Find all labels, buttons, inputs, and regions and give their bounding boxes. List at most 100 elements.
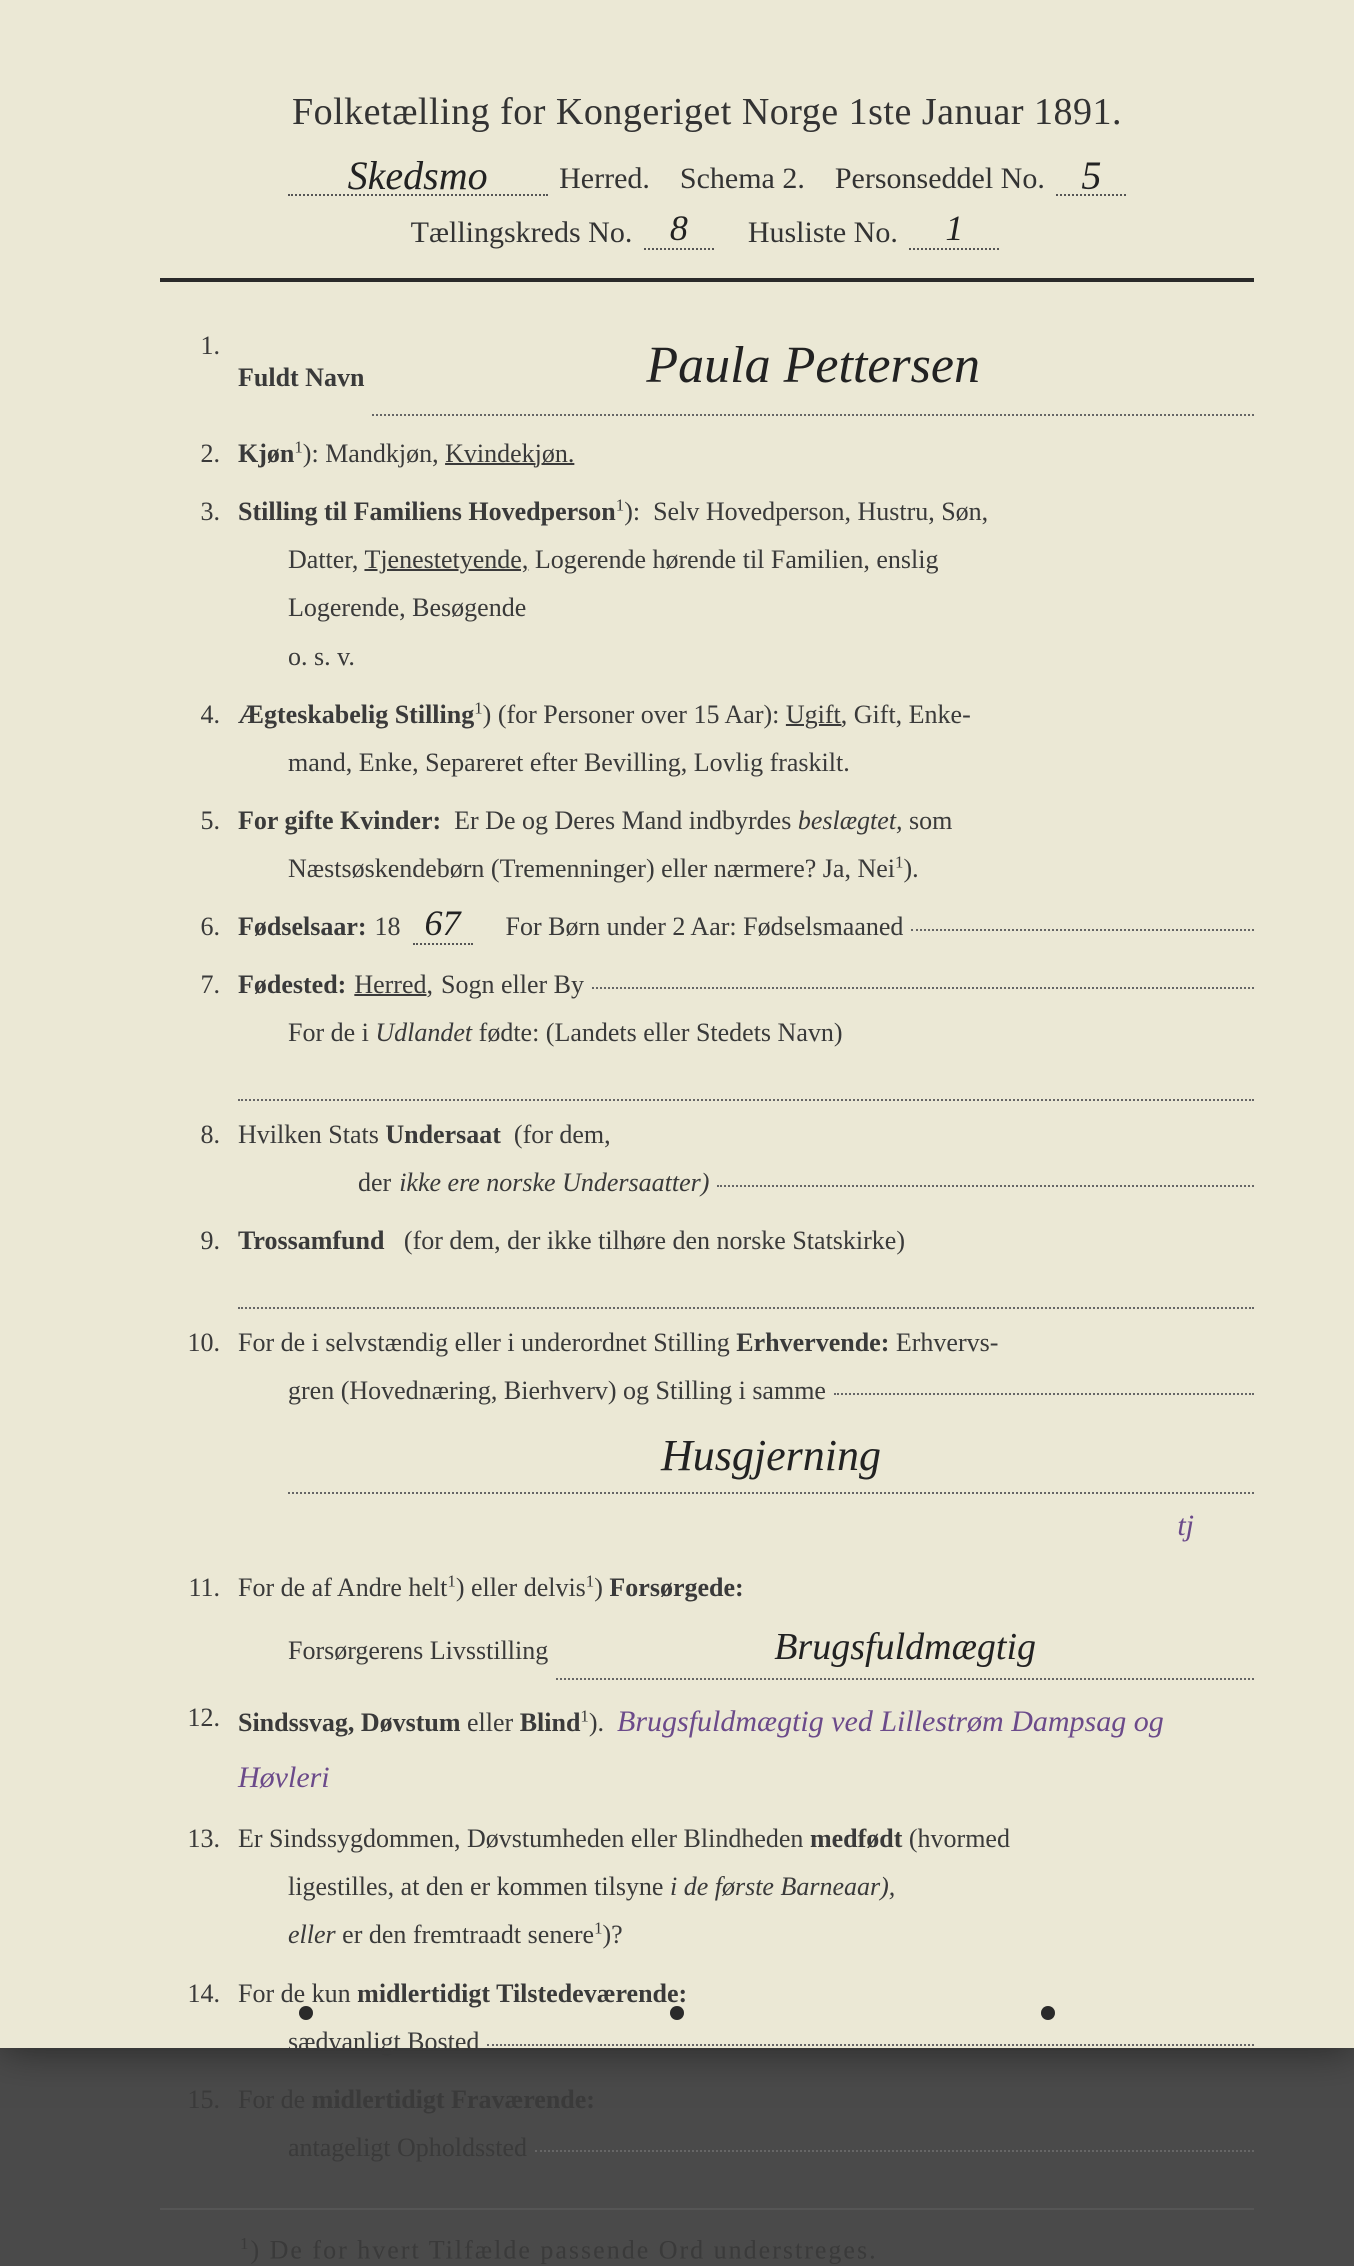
q5-end: ). [903, 854, 918, 883]
q12-label: Sindssvag, Døvstum [238, 1708, 461, 1737]
q6-year-prefix: 18 [375, 903, 401, 951]
q7-label: Fødested: [238, 961, 346, 1009]
question-12: 12. Sindssvag, Døvstum eller Blind1). Br… [160, 1694, 1254, 1805]
question-6: 6. Fødselsaar: 1867 For Børn under 2 Aar… [160, 903, 1254, 951]
q7-opt-underlined: Herred, [354, 961, 433, 1009]
q3-colon: ): [624, 497, 640, 526]
q8-italic: ikke ere norske Undersaatter) [399, 1159, 709, 1207]
q1-value: Paula Pettersen [646, 337, 980, 394]
q4-paren: ) (for Personer over 15 Aar): [483, 700, 780, 729]
footer-rule [160, 2208, 1254, 2210]
question-15: 15. For de midlertidigt Fraværende: anta… [160, 2076, 1254, 2172]
q3-label: Stilling til Familiens Hovedperson [238, 497, 616, 526]
q7-blank-line [238, 1057, 1254, 1101]
q15-text: For de [238, 2085, 305, 2114]
q7-num: 7. [160, 961, 238, 1101]
q3-line2a: Datter, [288, 545, 358, 574]
q2-label: Kjøn [238, 439, 294, 468]
question-7: 7. Fødested: Herred, Sogn eller By For d… [160, 961, 1254, 1101]
q4-line2: mand, Enke, Separeret efter Bevilling, L… [238, 748, 850, 777]
question-3: 3. Stilling til Familiens Hovedperson1):… [160, 488, 1254, 680]
personseddel-label: Personseddel No. [835, 162, 1045, 195]
q11-text3: ) [594, 1573, 603, 1602]
husliste-no: 1 [945, 208, 963, 248]
q10-note-hw: tj [1177, 1509, 1194, 1542]
q9-rest: (for dem, der ikke tilhøre den norske St… [404, 1226, 905, 1255]
q13-num: 13. [160, 1815, 238, 1959]
header-line-3: Tællingskreds No. 8 Husliste No. 1 [160, 210, 1254, 250]
question-10: 10. For de i selvstændig eller i underor… [160, 1319, 1254, 1554]
q11-text1: For de af Andre helt [238, 1573, 447, 1602]
q7-italic: Udlandet [375, 1018, 472, 1047]
rivet-icon [670, 2006, 684, 2020]
q2-opt2-underlined: Kvindekjøn. [445, 439, 574, 468]
q15-num: 15. [160, 2076, 238, 2172]
herred-label: Herred. [559, 162, 650, 195]
q7-line2b: fødte: (Landets eller Stedets Navn) [479, 1018, 843, 1047]
q3-line2-underlined: Tjenestetyende, [364, 545, 528, 574]
question-8: 8. Hvilken Stats Undersaat (for dem, der… [160, 1111, 1254, 1207]
q9-label: Trossamfund [238, 1226, 384, 1255]
q14-line2: sædvanligt Bosted [288, 2018, 479, 2066]
q6-num: 6. [160, 903, 238, 951]
personseddel-no: 5 [1081, 153, 1101, 198]
kreds-no: 8 [670, 208, 688, 248]
rivet-icon [1041, 2006, 1055, 2020]
q3-num: 3. [160, 488, 238, 680]
q3-rest1: Selv Hovedperson, Hustru, Søn, [653, 497, 988, 526]
q10-text2: Erhvervs- [896, 1328, 999, 1357]
binding-rivets [0, 2006, 1354, 2020]
q1-label: Fuldt Navn [238, 354, 364, 402]
question-11: 11. For de af Andre helt1) eller delvis1… [160, 1564, 1254, 1684]
header-line-2: Skedsmo Herred. Schema 2. Personseddel N… [160, 152, 1254, 196]
q12-bold2: Blind [520, 1708, 581, 1737]
q13-line3-italic: eller [288, 1920, 336, 1949]
q9-blank-line [238, 1265, 1254, 1309]
q13-sup: 1 [594, 1919, 602, 1938]
herred-handwritten: Skedsmo [348, 153, 488, 198]
main-title: Folketælling for Kongeriget Norge 1ste J… [160, 90, 1254, 134]
footnote-sup: 1 [240, 2234, 250, 2253]
husliste-label: Husliste No. [748, 216, 898, 249]
q7-rest: Sogn eller By [441, 961, 584, 1009]
q2-opt1: Mandkjøn, [325, 439, 438, 468]
q10-line2: gren (Hovednæring, Bierhverv) og Stillin… [288, 1367, 826, 1415]
q11-sup1: 1 [447, 1571, 455, 1590]
q5-label: For gifte Kvinder: [238, 806, 441, 835]
q13-bold: medfødt [810, 1824, 902, 1853]
q8-text1: Hvilken Stats [238, 1120, 379, 1149]
q4-opt-underlined: Ugift, [786, 700, 847, 729]
q3-line4: o. s. v. [238, 642, 355, 671]
q13-text2: (hvormed [909, 1824, 1010, 1853]
q3-sup: 1 [616, 496, 624, 515]
question-2: 2. Kjøn1): Mandkjøn, Kvindekjøn. [160, 430, 1254, 478]
form-body: 1. Fuldt Navn Paula Pettersen 2. Kjøn1):… [160, 322, 1254, 2172]
footnote: 1) De for hvert Tilfælde passende Ord un… [160, 2234, 1254, 2266]
q13-line2a: ligestilles, at den er kommen tilsyne [288, 1872, 663, 1901]
q6-year-hw: 67 [425, 903, 461, 943]
q14-text: For de kun [238, 1979, 351, 2008]
schema-label: Schema 2. [680, 162, 805, 195]
question-5: 5. For gifte Kvinder: Er De og Deres Man… [160, 797, 1254, 893]
q12-num: 12. [160, 1694, 238, 1805]
question-9: 9. Trossamfund (for dem, der ikke tilhør… [160, 1217, 1254, 1309]
question-13: 13. Er Sindssygdommen, Døvstumheden elle… [160, 1815, 1254, 1959]
q5-italic1: beslægtet, [798, 806, 903, 835]
question-1: 1. Fuldt Navn Paula Pettersen [160, 322, 1254, 420]
q11-num: 11. [160, 1564, 238, 1684]
question-4: 4. Ægteskabelig Stilling1) (for Personer… [160, 691, 1254, 787]
kreds-label: Tællingskreds No. [411, 216, 633, 249]
q10-text1: For de i selvstændig eller i underordnet… [238, 1328, 730, 1357]
q13-text1: Er Sindssygdommen, Døvstumheden eller Bl… [238, 1824, 803, 1853]
q4-label: Ægteskabelig Stilling [238, 700, 474, 729]
q11-bold: Forsørgede: [609, 1573, 743, 1602]
q15-bold: midlertidigt Fraværende: [312, 2085, 595, 2114]
q2-num: 2. [160, 430, 238, 478]
header-rule [160, 278, 1254, 282]
q10-bold: Erhvervende: [736, 1328, 889, 1357]
q13-end: )? [603, 1920, 623, 1949]
q6-rest: For Børn under 2 Aar: Fødselsmaaned [506, 903, 904, 951]
q5-line2: Næstsøskendebørn (Tremenninger) eller næ… [288, 854, 895, 883]
q11-value-hw: Brugsfuldmægtig [774, 1626, 1036, 1668]
q4-sup: 1 [474, 698, 482, 717]
